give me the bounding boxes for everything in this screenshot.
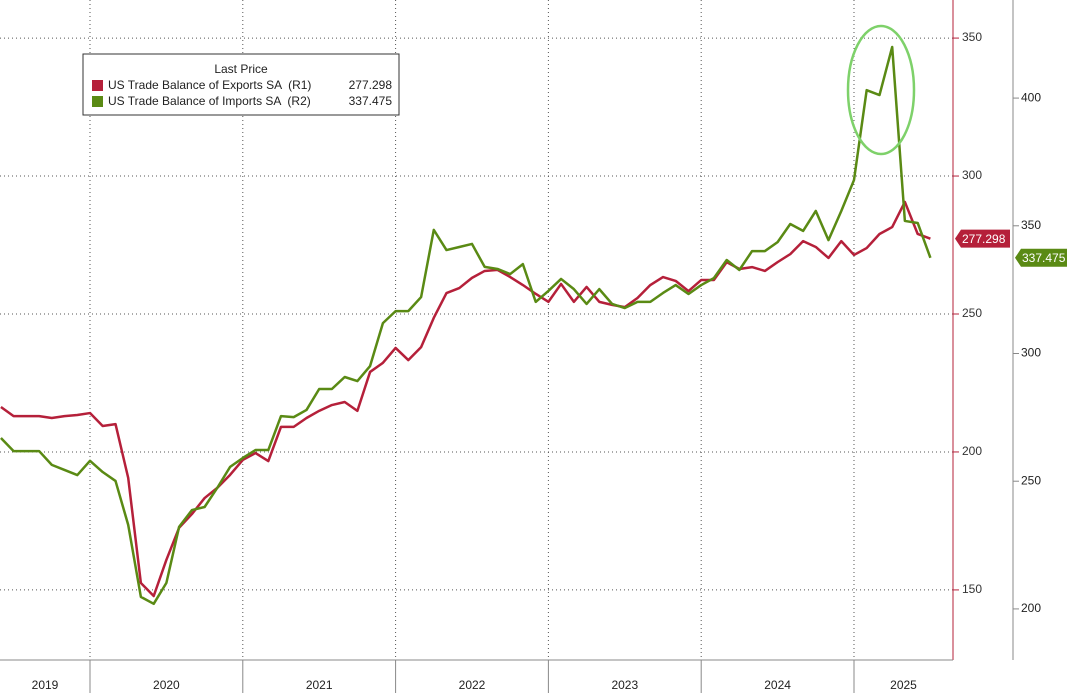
- last-value-label: 337.475: [1022, 251, 1066, 265]
- x-tick-label: 2021: [306, 678, 333, 692]
- y2-tick-label: 200: [1021, 601, 1041, 615]
- legend-value: 337.475: [349, 94, 393, 108]
- series-line: [0, 200, 931, 598]
- y2-tick-label: 350: [1021, 218, 1041, 232]
- last-value-tag: [955, 229, 1010, 248]
- y-tick-label: 250: [962, 306, 982, 320]
- series-line: [0, 45, 932, 606]
- legend-label: US Trade Balance of Exports SA (R1): [108, 78, 311, 92]
- axes: 150 200 250 300 350 200 250 300 350 400 2019 2020 20…: [32, 30, 1067, 693]
- x-tick-label: 2019: [32, 678, 59, 692]
- legend-box: [82, 53, 400, 116]
- y-tick-label: 200: [962, 444, 982, 458]
- legend-value: 277.298: [349, 78, 393, 92]
- legend: Last Price US Trade Balance of Exports S…: [82, 53, 400, 116]
- last-value-tag: [1015, 248, 1067, 267]
- y-tick-label: 350: [962, 30, 982, 44]
- highlight-ellipse: [846, 24, 916, 156]
- lines: [0, 45, 932, 606]
- y-tick-label: 300: [962, 168, 982, 182]
- y2-tick-label: 300: [1021, 346, 1041, 360]
- x-tick-label: 2020: [153, 678, 180, 692]
- y2-tick-label: 250: [1021, 473, 1041, 487]
- x-tick-label: 2022: [459, 678, 486, 692]
- grid: [0, 0, 953, 660]
- legend-swatch: [92, 96, 103, 107]
- x-tick-label: 2023: [611, 678, 638, 692]
- legend-title: Last Price: [214, 62, 268, 76]
- x-tick-label: 2024: [764, 678, 791, 692]
- legend-label: US Trade Balance of Imports SA (R2): [108, 94, 311, 108]
- y2-tick-label: 400: [1021, 90, 1041, 104]
- last-value-label: 277.298: [962, 232, 1006, 246]
- legend-swatch: [92, 80, 103, 91]
- x-tick-label: 2025: [890, 678, 917, 692]
- y-tick-label: 150: [962, 582, 982, 596]
